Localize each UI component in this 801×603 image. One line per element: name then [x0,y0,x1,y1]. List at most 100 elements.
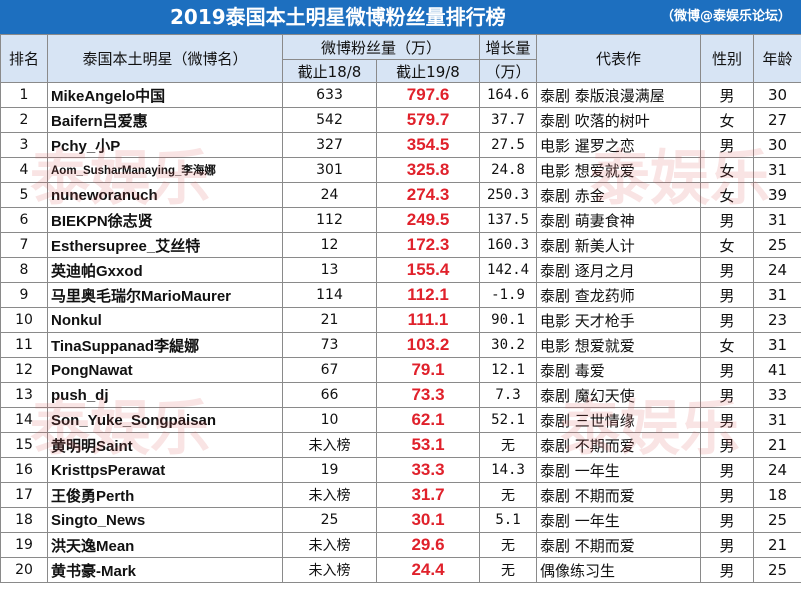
age-cell: 31 [753,332,801,358]
header-name: 泰国本土明星（微博名） [47,34,283,83]
growth-cell: 无 [479,482,538,508]
age-cell: 27 [753,107,801,133]
name-cell: nuneworanuch [47,182,283,208]
table-row: 20 黄书豪-Mark 未入榜 24.4 无偶像练习生男 25 [0,557,801,583]
work-cell: 泰剧 萌妻食神 [536,207,702,233]
work-cell: 泰剧 三世情缘 [536,407,702,433]
gender-cell: 男 [700,282,755,308]
fans-19-cell: 579.7 [375,107,481,133]
fans-18-cell: 112 [282,207,377,233]
rank-cell: 11 [0,332,48,358]
fans-19-cell: 172.3 [375,232,481,258]
rank-cell: 5 [0,182,48,208]
ranking-table: 排名 泰国本土明星（微博名） 微博粉丝量（万） 增长量 代表作 性别 年龄 截止… [0,34,801,583]
header-rank: 排名 [0,34,48,83]
header-gender: 性别 [700,34,755,83]
header-age: 年龄 [753,34,801,83]
rank-cell: 1 [0,82,48,108]
table-row: 7 Esthersupree_艾丝特 12 172.3 160.3 泰剧 新美人计女 25 [0,232,801,258]
age-cell: 31 [753,157,801,183]
work-cell: 泰剧 一年生 [536,457,702,483]
fans-19-cell: 155.4 [375,257,481,283]
header-fans-18: 截止18/8 [282,59,377,83]
work-cell: 泰剧 不期而爱 [536,482,702,508]
page-title: 2019泰国本土明星微博粉丝量排行榜 [170,5,506,29]
growth-cell: 30.2 [479,332,538,358]
rank-cell: 15 [0,432,48,458]
table-row: 9 马里奥毛瑞尔MarioMaurer 114 112.1 -1.9 泰剧 查龙药师男 31 [0,282,801,308]
growth-cell: 137.5 [479,207,538,233]
growth-cell: 无 [479,432,538,458]
age-cell: 25 [753,557,801,583]
work-cell: 泰剧 魔幻天使 [536,382,702,408]
name-cell: Baifern吕爱惠 [47,107,283,133]
name-cell: Aom_SusharManaying_李海娜 [47,157,283,183]
header-fans-19: 截止19/8 [375,59,481,83]
fans-19-cell: 62.1 [375,407,481,433]
growth-cell: 52.1 [479,407,538,433]
gender-cell: 女 [700,107,755,133]
fans-18-cell: 327 [282,132,377,158]
table-row: 1 MikeAngelo中国 633 797.6 164.6 泰剧 泰版浪漫满屋男 30 [0,82,801,108]
header-fans: 微博粉丝量（万） [281,34,481,60]
fans-18-cell: 301 [282,157,377,183]
fans-18-cell: 未入榜 [282,482,377,508]
gender-cell: 男 [700,557,755,583]
gender-cell: 男 [700,407,755,433]
work-cell: 泰剧 吹落的树叶 [536,107,702,133]
name-cell: Son_Yuke_Songpaisan [47,407,283,433]
name-cell: push_dj [47,382,283,408]
growth-cell: 27.5 [479,132,538,158]
fans-18-cell: 67 [282,357,377,383]
rank-cell: 3 [0,132,48,158]
source-credit: （微博@泰娱乐论坛） [660,9,791,24]
rank-cell: 2 [0,107,48,133]
fans-19-cell: 73.3 [375,382,481,408]
work-cell: 电影 想爱就爱 [536,332,702,358]
name-cell: 马里奥毛瑞尔MarioMaurer [47,282,283,308]
age-cell: 39 [753,182,801,208]
gender-cell: 男 [700,82,755,108]
name-cell: Singto_News [47,507,283,533]
table-row: 6 BIEKPN徐志贤 112 249.5 137.5 泰剧 萌妻食神男 31 [0,207,801,233]
age-cell: 18 [753,482,801,508]
growth-cell: 7.3 [479,382,538,408]
work-cell: 泰剧 一年生 [536,507,702,533]
fans-18-cell: 25 [282,507,377,533]
fans-18-cell: 未入榜 [282,557,377,583]
table-row: 17 王俊勇Perth 未入榜 31.7 无泰剧 不期而爱男 18 [0,482,801,508]
name-cell: TinaSuppanad李緹娜 [47,332,283,358]
name-cell: KristtpsPerawat [47,457,283,483]
growth-cell: 37.7 [479,107,538,133]
gender-cell: 女 [700,232,755,258]
age-cell: 30 [753,82,801,108]
rank-cell: 12 [0,357,48,383]
rank-cell: 13 [0,382,48,408]
growth-cell: 14.3 [479,457,538,483]
rank-cell: 9 [0,282,48,308]
table-row: 11 TinaSuppanad李緹娜 73 103.2 30.2 电影 想爱就爱女 31 [0,332,801,358]
table-row: 14 Son_Yuke_Songpaisan 10 62.1 52.1 泰剧 三世情缘男 3… [0,407,801,433]
table-row: 3 Pchy_小P 327 354.5 27.5 电影 暹罗之恋男 30 [0,132,801,158]
fans-19-cell: 325.8 [375,157,481,183]
fans-19-cell: 30.1 [375,507,481,533]
fans-18-cell: 12 [282,232,377,258]
fans-18-cell: 21 [282,307,377,333]
name-cell: MikeAngelo中国 [47,82,283,108]
age-cell: 31 [753,207,801,233]
work-cell: 电影 想爱就爱 [536,157,702,183]
name-cell: 黄明明Saint [47,432,283,458]
title-bar: 2019泰国本土明星微博粉丝量排行榜 （微博@泰娱乐论坛） [0,0,801,34]
work-cell: 电影 暹罗之恋 [536,132,702,158]
fans-19-cell: 33.3 [375,457,481,483]
name-cell: Pchy_小P [47,132,283,158]
rank-cell: 8 [0,257,48,283]
table-row: 18 Singto_News 25 30.1 5.1 泰剧 一年生男 25 [0,507,801,533]
growth-cell: 250.3 [479,182,538,208]
gender-cell: 男 [700,307,755,333]
fans-19-cell: 111.1 [375,307,481,333]
age-cell: 31 [753,407,801,433]
rank-cell: 17 [0,482,48,508]
growth-cell: 90.1 [479,307,538,333]
name-cell: 黄书豪-Mark [47,557,283,583]
